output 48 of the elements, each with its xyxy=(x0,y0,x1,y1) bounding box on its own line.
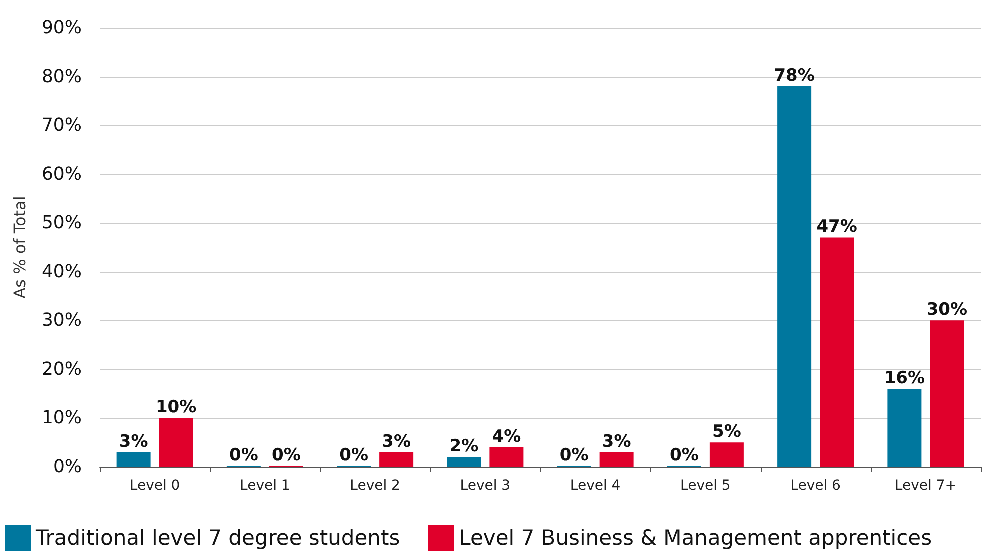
data-label: 0% xyxy=(670,446,699,466)
bar xyxy=(778,86,812,467)
data-label: 47% xyxy=(816,217,858,238)
x-tick-label: Level 7+ xyxy=(894,478,957,494)
y-axis-title: As % of Total xyxy=(10,196,30,299)
data-label: 3% xyxy=(382,432,411,452)
y-tick-label: 20% xyxy=(42,358,82,380)
data-label: 0% xyxy=(272,446,301,466)
y-tick-label: 70% xyxy=(42,115,82,136)
data-label: 0% xyxy=(230,446,258,466)
data-label: 0% xyxy=(560,446,589,466)
data-label: 30% xyxy=(926,300,968,320)
x-tick-label: Level 0 xyxy=(130,478,180,494)
data-label: 5% xyxy=(712,422,742,442)
data-label: 4% xyxy=(492,426,522,447)
y-tick-label: 10% xyxy=(42,408,82,429)
x-tick-label: Level 3 xyxy=(460,478,511,494)
x-tick-label: Level 5 xyxy=(680,478,731,494)
x-tick-label: Level 1 xyxy=(240,478,290,494)
x-tick-label: Level 2 xyxy=(350,478,400,494)
data-label: 78% xyxy=(774,66,815,86)
bar xyxy=(116,452,151,467)
y-tick-label: 50% xyxy=(42,212,82,234)
y-tick-label: 60% xyxy=(42,164,82,185)
data-label: 10% xyxy=(156,398,197,418)
bar xyxy=(930,320,964,467)
y-tick-label: 40% xyxy=(42,261,82,282)
bar xyxy=(600,452,634,467)
bar xyxy=(490,447,524,467)
y-tick-label: 90% xyxy=(42,18,82,38)
data-label: 0% xyxy=(340,446,368,466)
y-tick-label: 30% xyxy=(42,310,82,332)
bar xyxy=(159,418,194,467)
bar xyxy=(710,442,744,467)
data-label: 16% xyxy=(884,368,926,388)
data-label: 2% xyxy=(450,436,479,457)
data-label: 3% xyxy=(602,432,632,452)
bar xyxy=(820,238,854,467)
x-tick-label: Level 4 xyxy=(570,478,621,494)
legend-label: Level 7 Business & Management apprentices xyxy=(459,526,932,550)
bar xyxy=(380,452,414,467)
x-tick-label: Level 6 xyxy=(790,478,842,494)
y-tick-label: 0% xyxy=(53,456,82,478)
y-tick-label: 80% xyxy=(42,66,82,88)
data-label: 3% xyxy=(119,432,148,452)
bar xyxy=(447,457,482,467)
legend-label: Traditional level 7 degree students xyxy=(35,526,400,550)
bar xyxy=(888,388,922,467)
